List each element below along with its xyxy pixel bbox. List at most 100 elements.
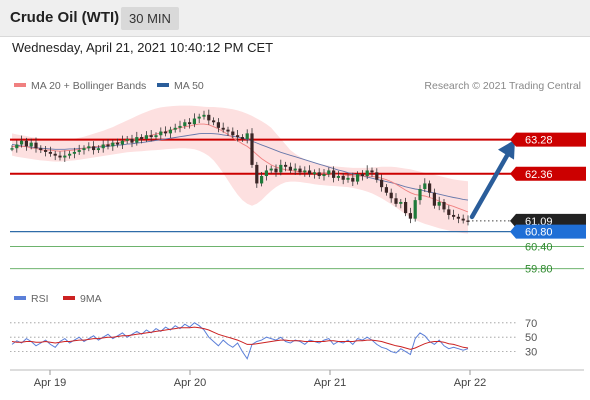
candle-body <box>432 192 436 206</box>
candle-body <box>68 153 72 156</box>
candle-body <box>284 164 288 167</box>
candle-body <box>216 122 220 128</box>
candle-body <box>370 170 374 173</box>
ma50-swatch <box>157 83 169 88</box>
candle-body <box>154 135 158 138</box>
candle-body <box>298 168 302 173</box>
candle-body <box>221 127 225 130</box>
candle-body <box>437 201 441 206</box>
candle-body <box>322 174 326 177</box>
candle-body <box>236 135 240 138</box>
candle-body <box>447 209 451 215</box>
x-tick-label: Apr 21 <box>314 377 346 389</box>
candle-body <box>288 166 292 171</box>
candle-body <box>365 170 369 177</box>
candle-body <box>111 142 115 147</box>
level-tag-63.28 <box>510 132 586 147</box>
candle-body <box>341 176 345 180</box>
candle-body <box>399 201 403 204</box>
candle-body <box>72 151 76 154</box>
candle-body <box>96 148 100 151</box>
candle-body <box>452 214 456 217</box>
level-label-60.40: 60.40 <box>525 241 553 253</box>
candle-body <box>34 142 38 149</box>
candle-body <box>48 151 52 154</box>
legend-ma9: 9MA <box>63 293 102 305</box>
bollinger-band-layer <box>12 105 468 234</box>
candle-body <box>375 172 379 180</box>
candle-body <box>404 201 408 214</box>
forecast-arrow-layer <box>469 139 515 220</box>
candle-body <box>260 176 264 184</box>
candle-body <box>159 131 163 136</box>
x-tick-label: Apr 20 <box>174 377 206 389</box>
candle-body <box>293 168 297 171</box>
candle-body <box>356 174 360 182</box>
legend-ma50: MA 50 <box>157 80 204 92</box>
candle-body <box>423 183 427 189</box>
price-levels-layer <box>10 138 584 270</box>
candle-body <box>346 177 350 180</box>
candle-body <box>58 155 62 158</box>
candle-body <box>274 168 278 173</box>
bollinger-band <box>12 105 468 234</box>
candle-body <box>351 177 355 182</box>
timestamp: Wednesday, April 21, 2021 10:40:12 PM CE… <box>12 40 274 55</box>
candle-body <box>15 144 19 149</box>
candle-body <box>92 146 96 151</box>
candle-body <box>212 120 216 123</box>
candle-body <box>269 168 273 171</box>
research-credit: Research © 2021 Trading Central <box>424 80 581 92</box>
candle-body <box>442 201 446 210</box>
candle-body <box>327 170 331 175</box>
candle-body <box>240 137 244 139</box>
legend-ma20-label: MA 20 + Bollinger Bands <box>31 80 147 92</box>
level-tag-60.80 <box>510 224 586 239</box>
timeframe-badge[interactable]: 30 MIN <box>121 7 179 30</box>
candle-body <box>303 170 307 173</box>
candle-body <box>279 164 283 173</box>
candle-body <box>130 138 134 143</box>
candle-body <box>245 133 249 139</box>
candle-body <box>332 170 336 178</box>
forecast-arrow-head <box>498 139 515 160</box>
legend-ma50-label: MA 50 <box>174 80 204 92</box>
candle-body <box>188 122 192 125</box>
header-bar: Crude Oil (WTI) 30 MIN <box>0 0 590 37</box>
candle-body <box>106 144 110 147</box>
candle-body <box>413 200 417 219</box>
level-label-63.28: 63.28 <box>525 135 553 147</box>
candle-body <box>408 213 412 219</box>
candle-body <box>456 216 460 219</box>
ma20-swatch <box>14 83 26 88</box>
candle-body <box>168 129 172 134</box>
candle-body <box>384 187 388 193</box>
candle-body <box>231 131 235 136</box>
candle-body <box>116 142 120 145</box>
candle-body <box>125 138 129 141</box>
candle-body <box>380 179 384 188</box>
candle-body <box>53 153 57 156</box>
candle-body <box>29 142 33 147</box>
candle-body <box>39 148 43 151</box>
candle-body <box>183 122 187 126</box>
legend-ma9-label: 9MA <box>80 293 102 305</box>
candles-layer <box>10 109 470 226</box>
candle-body <box>77 150 81 152</box>
candle-body <box>461 218 465 221</box>
candle-body <box>389 192 393 199</box>
instrument-title: Crude Oil (WTI) <box>10 9 120 26</box>
candle-body <box>82 148 86 151</box>
legend-rsi: RSI <box>14 293 49 305</box>
rsi-tick-70: 70 <box>525 318 537 330</box>
x-tick-label: Apr 22 <box>454 377 486 389</box>
ma9-swatch <box>63 296 75 301</box>
candle-body <box>20 140 24 145</box>
candle-body <box>173 127 177 130</box>
candle-body <box>317 172 321 177</box>
level-tag-62.36 <box>510 166 586 181</box>
candle-body <box>63 155 67 158</box>
candle-body <box>264 170 268 177</box>
candle-body <box>226 129 230 132</box>
